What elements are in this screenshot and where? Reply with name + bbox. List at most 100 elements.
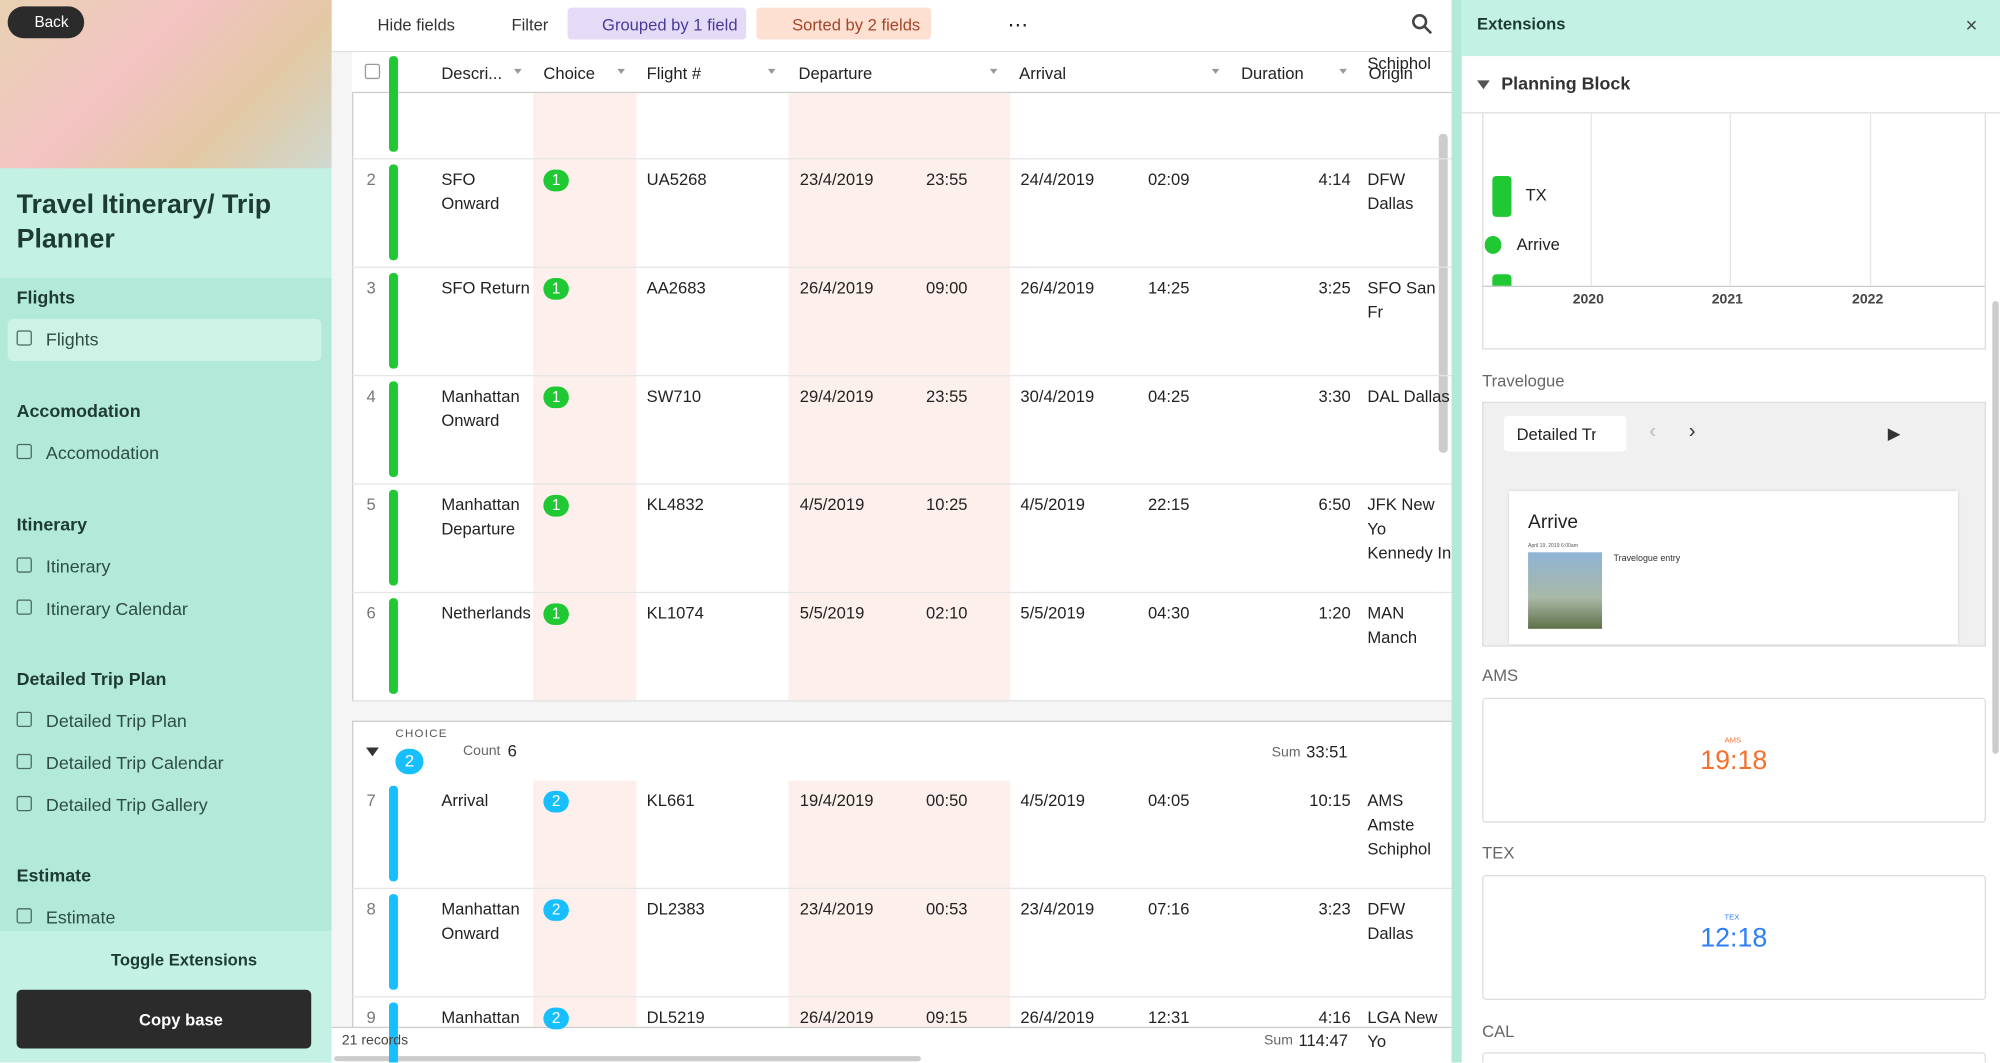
cell-arr-date: 23/4/2019: [1020, 899, 1095, 919]
toolbar-button[interactable]: Grouped by 1 field: [602, 15, 738, 35]
cell-dep-date: 23/4/2019: [799, 899, 874, 919]
toolbar-button[interactable]: Hide fields: [377, 15, 455, 35]
divider: [331, 51, 1452, 53]
next-icon[interactable]: ›: [1688, 420, 1696, 443]
row-line: [352, 591, 1452, 594]
nav-item[interactable]: Flights: [45, 329, 99, 350]
toolbar-button[interactable]: Sorted by 2 fields: [792, 15, 921, 35]
cell-origin: DFW Dallas: [1367, 169, 1414, 214]
column-header: Departure: [798, 63, 873, 83]
cell-arr-time: 12:31: [1147, 1007, 1190, 1027]
cell-flight: KL1074: [646, 603, 704, 623]
nav-item[interactable]: Estimate: [45, 906, 116, 928]
record-color: [389, 489, 398, 586]
nav-item[interactable]: Detailed Trip Plan: [45, 710, 187, 731]
checkbox[interactable]: [364, 63, 381, 80]
cell-desc: Netherlands: [441, 603, 531, 623]
cell-origin: Schiphol: [1367, 53, 1431, 73]
cell-flight: SW710: [646, 386, 702, 406]
cell-arr-time: 14:25: [1147, 278, 1190, 298]
column-header: Choice: [543, 63, 595, 83]
cell-arr-date: 4/5/2019: [1020, 790, 1085, 810]
h-scrollbar[interactable]: [334, 1056, 921, 1062]
legend-item: Arrive: [1516, 234, 1560, 254]
cell-arr-date: 26/4/2019: [1020, 278, 1095, 298]
row-line: [352, 700, 1452, 702]
choice-badge: 1: [543, 603, 569, 625]
block-title: Planning Block: [1501, 72, 1631, 94]
clock-box: [1482, 874, 1986, 1000]
choice-badge: 1: [543, 386, 569, 409]
table-icon: [16, 599, 32, 615]
cell-duration: 4:14: [1318, 169, 1351, 189]
search-icon[interactable]: [1411, 13, 1434, 36]
copy-button[interactable]: [16, 989, 312, 1049]
nav-item[interactable]: Detailed Trip Calendar: [45, 752, 224, 773]
cell-arr-time: 07:16: [1147, 899, 1190, 919]
column-header: Flight #: [646, 63, 702, 83]
year-label: 2021: [1711, 292, 1743, 308]
cell-num: 2: [366, 169, 376, 189]
cell-dep-date: 5/5/2019: [799, 603, 865, 623]
ext-scrollbar[interactable]: [1992, 301, 1999, 754]
cell-origin: DAL Dallas: [1367, 386, 1450, 406]
sort-button[interactable]: [756, 7, 932, 40]
cell-num: 6: [366, 603, 376, 623]
back-label: Back: [34, 12, 69, 31]
nav-item[interactable]: Accomodation: [45, 442, 160, 464]
nav-item[interactable]: Itinerary: [45, 556, 111, 577]
cell-duration: 1:20: [1318, 603, 1351, 623]
play-icon[interactable]: ▶: [1887, 423, 1901, 443]
cell-arr-time: 04:25: [1147, 386, 1190, 406]
section-label: CAL: [1482, 1021, 1515, 1041]
cell-dep-time: 02:10: [926, 603, 968, 623]
cell-arr-time: 22:15: [1147, 494, 1190, 515]
cell-flight: UA5268: [646, 169, 707, 189]
header-row: [352, 52, 1452, 94]
record-color: [389, 894, 398, 990]
group-button[interactable]: [567, 7, 747, 40]
cell-num: 9: [366, 1007, 376, 1027]
nav-item[interactable]: Detailed Trip Gallery: [45, 794, 208, 816]
cell-dep-date: 23/4/2019: [799, 169, 874, 189]
record-color: [389, 785, 398, 882]
collapse-caret: [1477, 80, 1490, 90]
record-color: [389, 164, 398, 261]
footer-sum: 114:47: [1298, 1030, 1348, 1050]
back-button[interactable]: [7, 6, 85, 39]
toggle-label[interactable]: Toggle Extensions: [110, 950, 258, 970]
row-line: [352, 996, 1452, 998]
card-title: Arrive: [1528, 511, 1579, 534]
cell-duration: 3:30: [1318, 386, 1351, 406]
ext-edge: [1451, 0, 1462, 1063]
toolbar-button[interactable]: Filter: [511, 15, 549, 35]
copy-label: Copy base: [139, 1010, 223, 1030]
more-icon[interactable]: ⋯: [1007, 15, 1029, 37]
column-header: Descri...: [441, 63, 503, 83]
v-scrollbar[interactable]: [1438, 133, 1448, 453]
cell-flight: KL661: [646, 790, 695, 810]
year-label: 2022: [1852, 292, 1884, 308]
choice-badge: 1: [543, 169, 569, 192]
axis: [1482, 285, 1985, 287]
table-icon: [16, 330, 32, 346]
cell-duration: 10:15: [1309, 790, 1351, 810]
close-icon[interactable]: ×: [1965, 15, 1978, 37]
collapse-caret: [366, 747, 379, 757]
selected-item[interactable]: [7, 318, 322, 361]
clock-zone: AMS: [1724, 737, 1742, 745]
group-badge: 2: [395, 748, 424, 775]
cell-arr-time: 04:30: [1147, 603, 1190, 623]
select-box[interactable]: [1503, 415, 1627, 452]
cell-desc: SFO Return: [441, 278, 530, 298]
cell-arr-date: 5/5/2019: [1020, 603, 1085, 623]
prev-icon[interactable]: ‹: [1649, 420, 1657, 443]
cell-arr-date: 30/4/2019: [1020, 386, 1095, 406]
nav-item[interactable]: Itinerary Calendar: [45, 598, 188, 619]
cell-num: 4: [366, 386, 376, 406]
sort-caret: [989, 68, 998, 74]
row-line: [352, 483, 1452, 485]
cell-arr-date: 24/4/2019: [1020, 169, 1095, 189]
cell-origin: AMS Amste Schiphol: [1367, 790, 1431, 859]
choice-badge: 1: [543, 278, 569, 300]
